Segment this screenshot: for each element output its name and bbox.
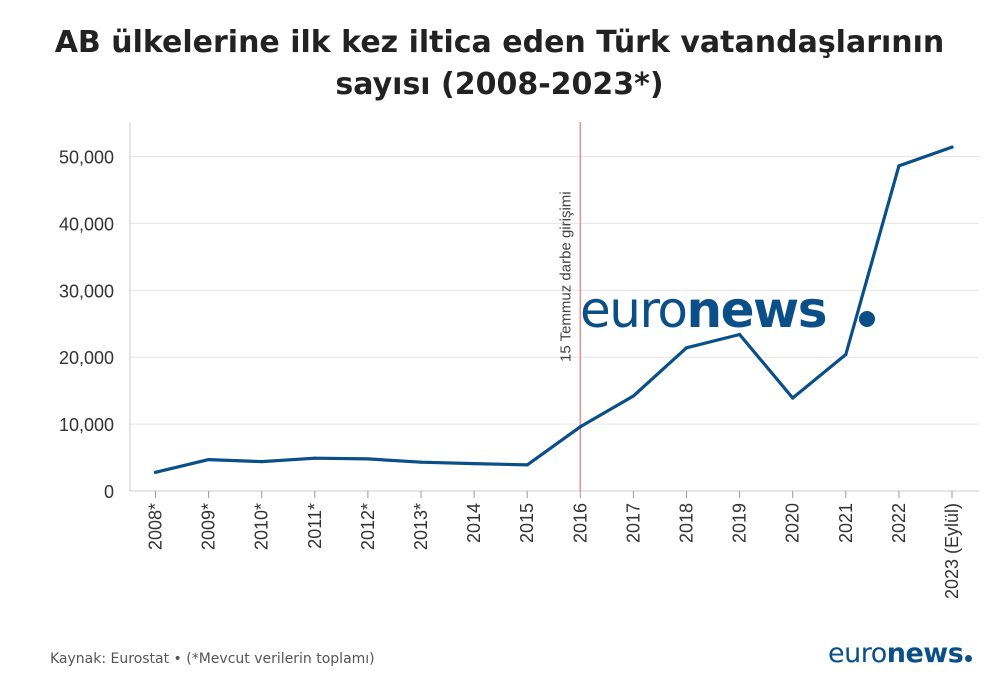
data-point [578,425,582,429]
x-tick-label: 2020 [783,503,803,543]
y-tick-label: 10,000 [59,415,114,435]
x-tick-label: 2012* [358,503,378,550]
x-tick-label: 2023 (Eylül) [942,503,962,599]
series-line [153,145,954,474]
data-point [950,145,954,149]
x-tick-label: 2021 [836,503,856,543]
data-point [313,456,317,460]
x-tick-label: 2014 [464,503,484,543]
data-point [631,394,636,398]
logo-text-light: euro [828,638,887,669]
data-point [684,346,689,350]
data-point [260,459,264,464]
data-point [525,463,529,467]
x-tick-label: 2018 [677,503,697,543]
data-point [472,461,476,466]
data-point [366,457,370,461]
data-point [153,470,158,474]
data-point [207,457,211,462]
chart-title: AB ülkelerine ilk kez iltica eden Türk v… [0,22,999,106]
data-point [791,396,795,400]
x-tick-label: 2008* [146,503,166,550]
data-point [419,460,423,464]
logo-dot [965,655,973,662]
x-tick-label: 2022 [889,503,909,543]
euronews-logo: euronews [828,638,973,669]
x-tick-label: 2016 [570,503,590,543]
watermark-logo: euronews [580,281,826,339]
y-tick-label: 30,000 [59,281,114,301]
watermark-text-bold: news [687,281,826,339]
logo-text-bold: news [886,638,964,669]
y-tick-label: 20,000 [59,348,114,368]
x-tick-label: 2009* [199,503,219,550]
source-note: Kaynak: Eurostat • (*Mevcut verilerin to… [50,651,375,667]
chart-title-line1: AB ülkelerine ilk kez iltica eden Türk v… [54,25,945,60]
annotation-label: 15 Temmuz darbe girişimi [557,191,574,362]
y-tick-label: 0 [104,482,114,502]
chart-title-line2: sayısı (2008-2023*) [335,67,664,102]
x-tick-label: 2017 [623,503,643,543]
x-tick-label: 2019 [730,503,750,543]
x-tick-label: 2015 [517,503,537,543]
x-tick-label: 2010* [252,503,272,550]
watermark-text-light: euro [580,281,687,339]
data-point [738,332,742,337]
x-tick-label: 2011* [305,503,325,549]
data-point [844,352,848,357]
watermark-dot [859,311,875,327]
y-tick-label: 50,000 [59,148,114,168]
y-tick-label: 40,000 [59,214,114,234]
x-tick-label: 2013* [411,503,431,550]
data-point [897,164,901,168]
